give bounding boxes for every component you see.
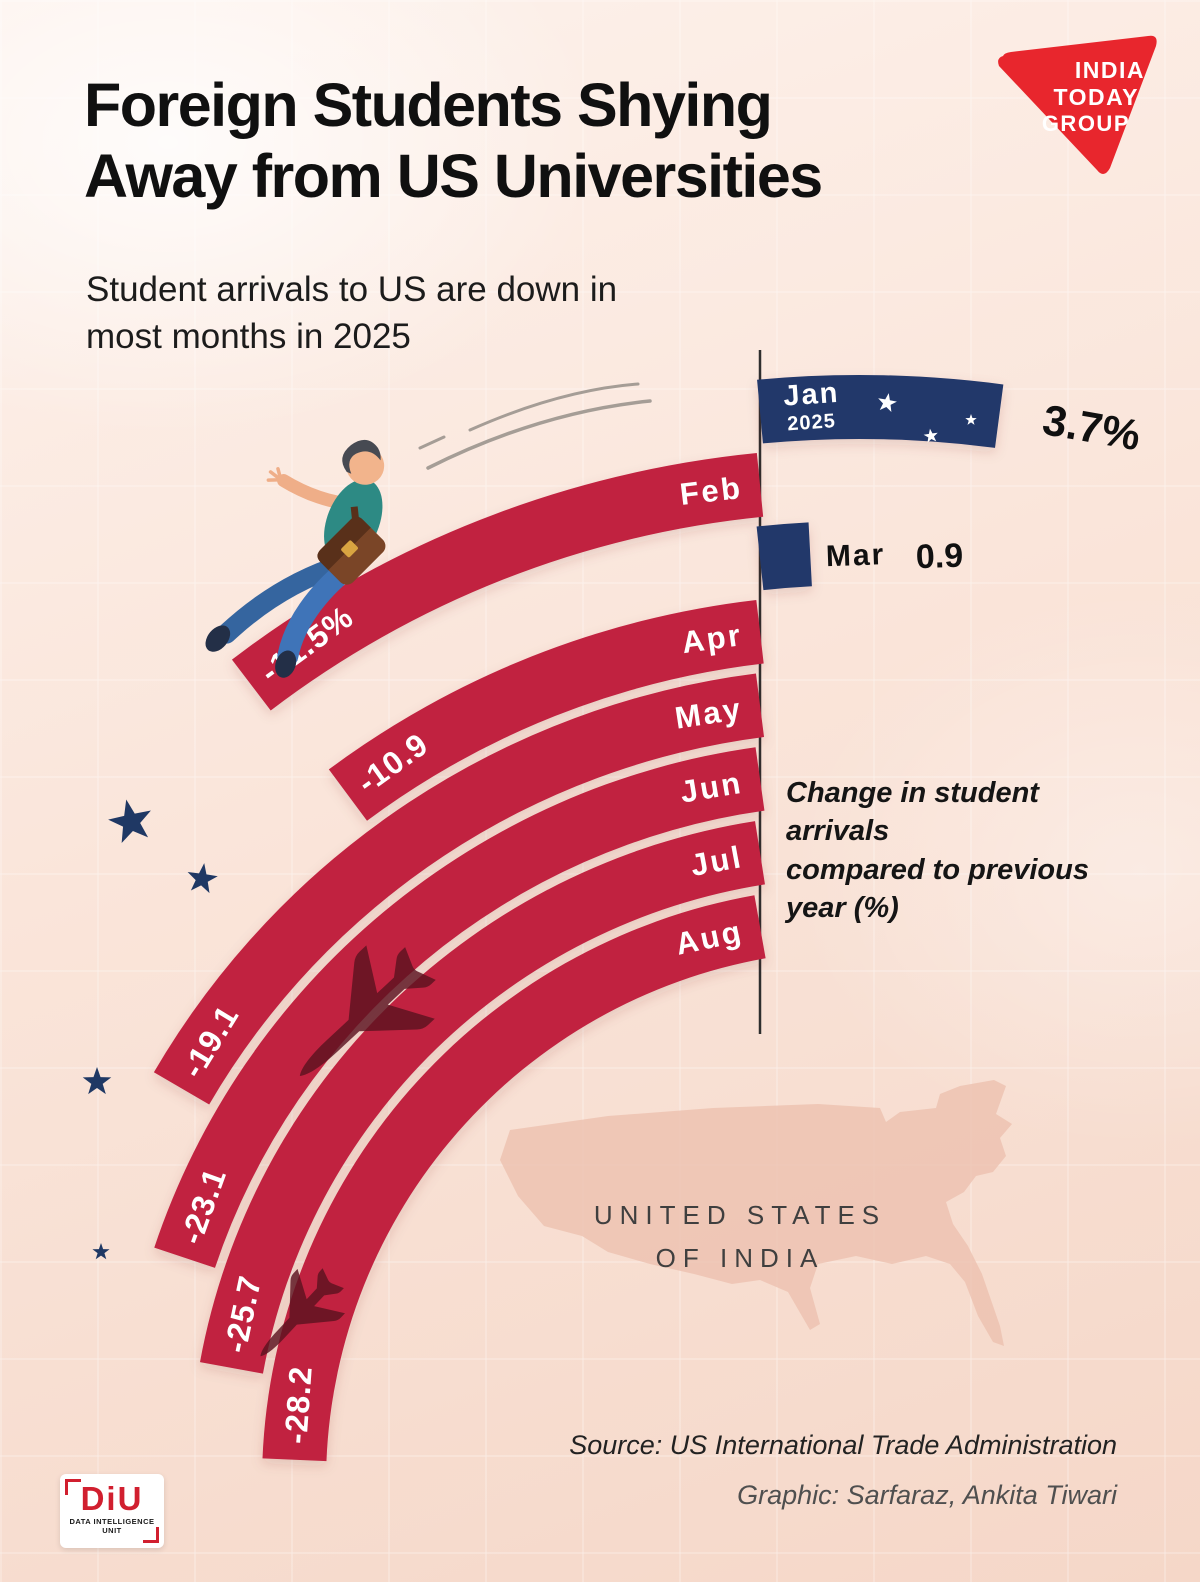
diu-logo: DiU DATA INTELLIGENCE UNIT <box>60 1474 164 1548</box>
logo-line-1: INDIA <box>1075 57 1145 83</box>
student-illustration <box>205 439 386 678</box>
motion-lines <box>418 382 652 470</box>
diu-corner-bracket <box>65 1479 81 1495</box>
star-icon <box>92 1243 110 1260</box>
logo-line-3: GROUP <box>1042 111 1130 136</box>
credit-text: Graphic: Sarfaraz, Ankita Tiwari <box>737 1480 1117 1510</box>
diu-corner-bracket <box>143 1527 159 1543</box>
page-title: Foreign Students Shying Away from US Uni… <box>84 71 823 210</box>
white-star-icon <box>922 427 939 444</box>
source-text: Source: US International Trade Administr… <box>569 1430 1117 1460</box>
star-icon <box>104 794 157 845</box>
chart-annotation: Change in student arrivals compared to p… <box>786 777 1089 924</box>
white-star-icon <box>965 414 977 425</box>
star-icon <box>82 1067 112 1095</box>
white-star-icon <box>876 391 899 413</box>
airplane-icon-large <box>265 926 455 1113</box>
india-today-group-logo: INDIA TODAY GROUP <box>998 35 1157 175</box>
logo-line-2: TODAY <box>1054 84 1139 110</box>
page-subtitle: Student arrivals to US are down in most … <box>86 270 618 357</box>
airplane-icon-small <box>236 1256 357 1379</box>
star-icon <box>185 861 220 894</box>
map-label: UNITED STATES OF INDIA <box>593 1200 887 1273</box>
